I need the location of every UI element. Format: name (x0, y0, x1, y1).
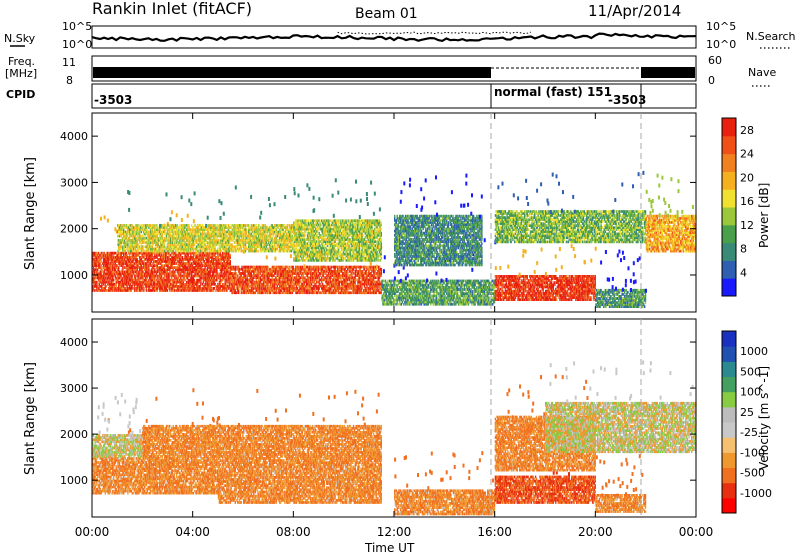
heatmap-cell (97, 283, 98, 286)
heatmap-cell (106, 289, 107, 292)
cpid-label: CPID (6, 88, 35, 101)
nsky-tick-top: 10^5 (62, 20, 92, 33)
freq-trace-segment-2 (641, 67, 695, 78)
cpid-segment-1: -3503 (94, 93, 132, 107)
cpid-panel: CPID -3503 normal (fast) 151 -3503 (6, 84, 696, 108)
cpid-segment-3: -3503 (608, 93, 646, 107)
heatmap-cell (142, 271, 143, 274)
heatmap-cell (101, 266, 102, 269)
beam-title: Beam 01 (355, 6, 418, 22)
nsky-panel: N.Sky 10^5 10^0 10^5 10^0 N.Search (4, 20, 796, 51)
nave-label: Nave (748, 66, 776, 79)
heatmap-cell (116, 264, 117, 267)
nsky-tick-bottom: 10^0 (62, 38, 92, 51)
radar-summary-figure: Rankin Inlet (fitACF) Beam 01 11/Apr/201… (0, 0, 800, 554)
freq-tick-top: 11 (62, 56, 76, 69)
station-title: Rankin Inlet (fitACF) (92, 0, 252, 18)
nave-tick-bottom: 0 (708, 74, 715, 87)
heatmap-cell (115, 252, 116, 255)
power-heatmap (92, 171, 697, 308)
date-title: 11/Apr/2014 (588, 2, 681, 20)
heatmap-cell (154, 264, 155, 267)
freq-label-line2: [MHz] (5, 67, 37, 80)
nsearch-trace (338, 32, 531, 34)
cpid-segment-2: normal (fast) 151 (494, 85, 612, 99)
freq-tick-bottom: 8 (66, 74, 73, 87)
heatmap-cell (114, 283, 115, 286)
nsearch-tick-top: 10^5 (706, 20, 736, 33)
heatmap-cell (105, 285, 106, 288)
heatmap-cell (95, 289, 96, 292)
nsearch-tick-bottom: 10^0 (706, 38, 736, 51)
nsearch-label: N.Search (746, 30, 796, 43)
nsky-trace (92, 34, 696, 41)
freq-trace-segment-1 (93, 67, 491, 78)
nave-tick-top: 60 (708, 54, 722, 67)
nsky-label: N.Sky (4, 32, 36, 45)
heatmap-cell (113, 279, 114, 282)
heatmap-cell (143, 287, 144, 290)
freq-panel: Freq. [MHz] 11 8 60 0 Nave (5, 54, 776, 87)
